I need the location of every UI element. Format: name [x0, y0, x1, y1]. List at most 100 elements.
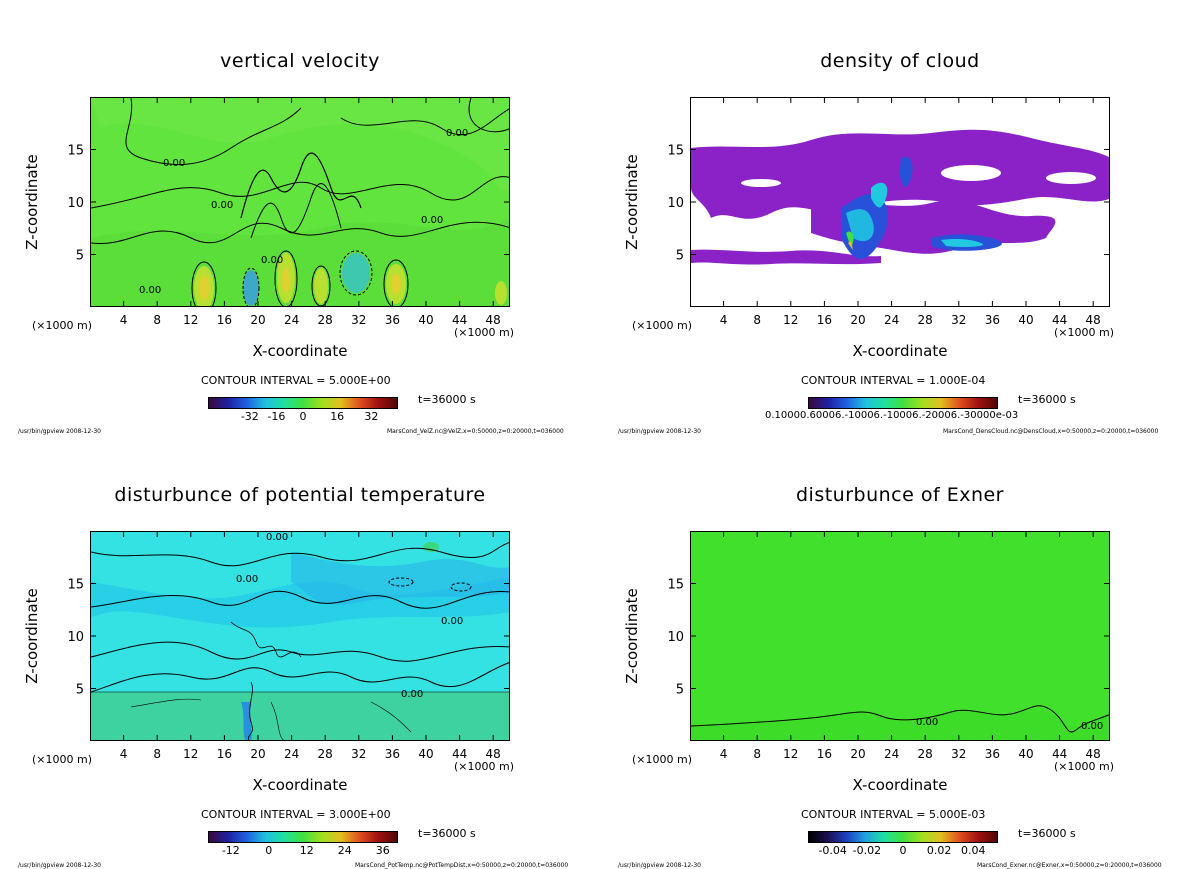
contour-label: 0.00 — [916, 717, 938, 728]
x-tick-label: 32 — [351, 313, 366, 327]
colorbar-tick: 0.10000.60006.-10006.-10006.-20006.-3000… — [764, 410, 1019, 421]
x-tick-label: 32 — [351, 747, 366, 761]
colorbar-tick: -32 — [240, 410, 259, 423]
colorbar — [808, 831, 998, 843]
contour-label: 0.00 — [421, 215, 443, 226]
chart-title: disturbunce of potential temperature — [114, 484, 486, 506]
x-tick-label: 48 — [486, 747, 501, 761]
colorbar-tick: -16 — [267, 410, 286, 423]
y-tick-label: 15 — [67, 578, 84, 593]
panel-exner: disturbunce of Exner 0.00 0.00 4 8 12 16 20 2… — [600, 434, 1200, 869]
x-tick-label: 16 — [217, 313, 232, 327]
x-tick-label: 20 — [250, 747, 265, 761]
colorbar-tick: -12 — [221, 844, 240, 857]
colorbar-tick: 0 — [299, 410, 307, 423]
x-unit-right: (×1000 m) — [1054, 760, 1115, 773]
footer-left: /usr/bin/gpview 2008-12-30 — [618, 862, 701, 869]
contour-label: 0.00 — [261, 255, 283, 266]
colorbar-tick: 0.02 — [926, 844, 952, 857]
x-tick-label: 44 — [452, 747, 467, 761]
x-tick-label: 12 — [783, 747, 798, 761]
x-unit-left: (×1000 m) — [632, 319, 693, 332]
contour-label: 0.00 — [441, 616, 463, 627]
x-tick-label: 24 — [284, 747, 299, 761]
y-tick-label: 10 — [67, 196, 84, 211]
x-tick-label: 44 — [1052, 747, 1067, 761]
x-tick-label: 20 — [850, 747, 865, 761]
contour-label: 0.00 — [211, 200, 233, 211]
colorbar — [208, 831, 398, 843]
footer-right: MarsCond_PotTemp.nc@PotTempDist,x=0:5000… — [355, 862, 569, 869]
plot-area: 0.00 0.00 0.00 0.00 — [90, 531, 510, 741]
colorbar-tick: 16 — [330, 410, 345, 423]
contour-interval: CONTOUR INTERVAL = 5.000E-03 — [801, 808, 986, 821]
x-tick-label: 44 — [452, 313, 467, 327]
x-tick-label: 24 — [284, 313, 299, 327]
contour-interval: CONTOUR INTERVAL = 5.000E+00 — [201, 374, 391, 387]
field-vertical-velocity: 0.00 0.00 0.00 0.00 0.00 0.00 — [91, 98, 509, 306]
contour-label: 0.00 — [266, 532, 288, 543]
y-tick-label: 10 — [67, 630, 84, 645]
x-tick-label: 48 — [1086, 747, 1101, 761]
time-stamp: t=36000 s — [1018, 827, 1076, 840]
y-tick-label: 10 — [667, 196, 684, 211]
x-tick-label: 16 — [817, 747, 832, 761]
contour-label: 0.00 — [1081, 721, 1103, 732]
chart-title: vertical velocity — [220, 50, 380, 72]
x-unit-left: (×1000 m) — [32, 319, 93, 332]
colorbar-ticks: -0.04 -0.02 0 0.02 0.04 — [808, 844, 998, 858]
x-tick-label: 16 — [817, 313, 832, 327]
chart-title: disturbunce of Exner — [795, 484, 1004, 506]
x-tick-label: 24 — [884, 313, 899, 327]
y-tick-label: 5 — [676, 249, 684, 264]
x-tick-label: 12 — [783, 313, 798, 327]
colorbar-tick: 0 — [899, 844, 907, 857]
field-potential-temperature: 0.00 0.00 0.00 0.00 — [91, 532, 509, 740]
panel-density-of-cloud: density of cloud 4 8 12 16 20 24 28 32 36 40 44 48 5… — [600, 0, 1200, 435]
x-tick-label: 40 — [418, 747, 433, 761]
field-exner: 0.00 0.00 — [691, 532, 1109, 740]
x-tick-label: 20 — [850, 313, 865, 327]
colorbar-tick: -0.04 — [818, 844, 847, 857]
time-stamp: t=36000 s — [1018, 393, 1076, 406]
x-unit-right: (×1000 m) — [454, 760, 515, 773]
x-tick-label: 36 — [985, 313, 1000, 327]
y-tick-label: 5 — [76, 683, 84, 698]
x-axis-label: X-coordinate — [852, 776, 948, 794]
contour-interval: CONTOUR INTERVAL = 3.000E+00 — [201, 808, 391, 821]
y-tick-label: 15 — [67, 144, 84, 159]
contour-label: 0.00 — [163, 158, 185, 169]
x-tick-label: 40 — [1018, 747, 1033, 761]
x-tick-label: 20 — [250, 313, 265, 327]
panel-potential-temperature: disturbunce of potential temperature — [0, 434, 600, 869]
plot-area — [690, 97, 1110, 307]
colorbar-ticks: -32 -16 0 16 32 — [208, 410, 398, 424]
x-unit-right: (×1000 m) — [1054, 326, 1115, 339]
x-axis-label: X-coordinate — [252, 776, 348, 794]
field-density-of-cloud — [691, 129, 1109, 265]
x-tick-label: 36 — [385, 747, 400, 761]
x-tick-label: 16 — [217, 747, 232, 761]
x-tick-label: 4 — [720, 747, 728, 761]
colorbar-tick: 32 — [364, 410, 379, 423]
y-tick-label: 5 — [676, 683, 684, 698]
y-tick-label: 15 — [667, 144, 684, 159]
y-axis-label: Z-coordinate — [623, 588, 641, 684]
footer-right: MarsCond_VelZ.nc@VelZ,x=0:50000,z=0:2000… — [387, 428, 564, 435]
x-tick-label: 8 — [153, 747, 161, 761]
contour-label: 0.00 — [236, 574, 258, 585]
colorbar-ticks: 0.10000.60006.-10006.-10006.-20006.-3000… — [765, 410, 1018, 424]
x-tick-label: 8 — [753, 313, 761, 327]
chart-title: density of cloud — [820, 50, 980, 72]
x-tick-label: 4 — [120, 313, 128, 327]
x-tick-label: 32 — [951, 313, 966, 327]
x-axis-label: X-coordinate — [852, 342, 948, 360]
colorbar-tick: -0.02 — [852, 844, 882, 857]
y-axis-label: Z-coordinate — [623, 154, 641, 250]
y-tick-label: 5 — [76, 249, 84, 264]
x-tick-label: 4 — [120, 747, 128, 761]
